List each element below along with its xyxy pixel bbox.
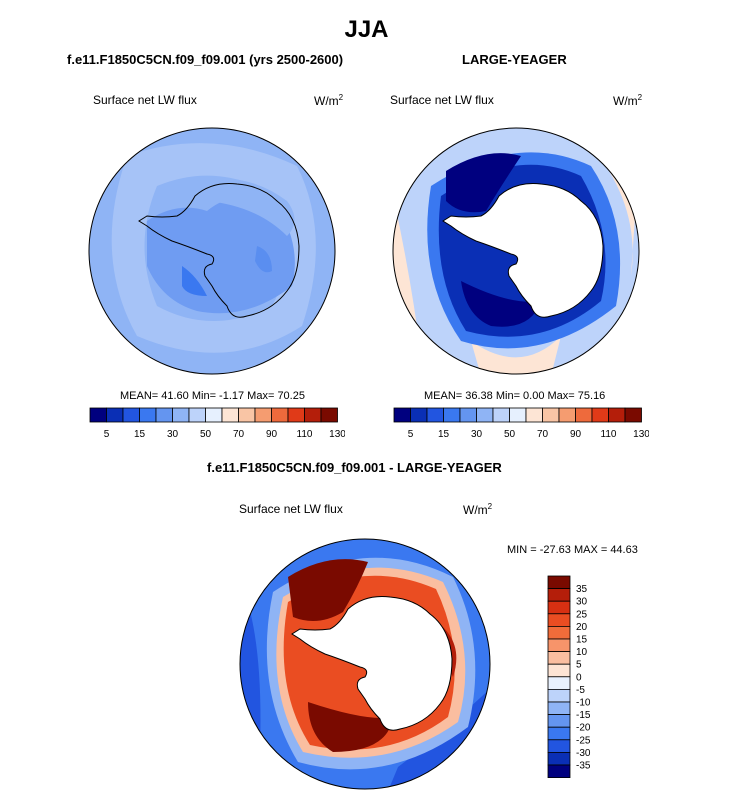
colorbar-box [287, 407, 305, 423]
left-stats: MEAN= 41.60 Min= -1.17 Max= 70.25 [120, 390, 305, 402]
colorbar-box [525, 407, 543, 423]
left-units-label: W/m2 [314, 93, 344, 108]
colorbar-tick-label: 5 [104, 429, 110, 440]
colorbar-tick-label: 50 [504, 429, 516, 440]
right-stats: MEAN= 36.38 Min= 0.00 Max= 75.16 [424, 390, 606, 402]
colorbar-box [410, 407, 428, 423]
left-variable-label: Surface net LW flux [93, 93, 197, 107]
colorbar-box [547, 714, 571, 728]
colorbar-tick-label: 110 [601, 429, 617, 440]
right-colorbar-boxes [393, 407, 642, 423]
colorbar-tick-label: 30 [576, 597, 588, 608]
left-colorbar-boxes [89, 407, 338, 423]
colorbar-box [509, 407, 527, 423]
colorbar-box [547, 701, 571, 716]
colorbar-box [542, 407, 560, 423]
colorbar-box [188, 407, 206, 423]
colorbar-tick-label: -10 [576, 698, 591, 709]
colorbar-box [547, 638, 571, 653]
colorbar-box [547, 764, 571, 779]
colorbar-tick-label: 10 [576, 647, 588, 658]
colorbar-box [547, 588, 571, 602]
colorbar-tick-label: 70 [233, 429, 245, 440]
colorbar-box [547, 663, 571, 678]
colorbar-tick-label: -15 [576, 710, 591, 721]
left-colorbar: 5 15 30 50 70 90 110 130 [89, 407, 345, 440]
colorbar-box [547, 575, 571, 590]
colorbar-tick-label: 90 [570, 429, 582, 440]
colorbar-box [393, 407, 411, 423]
colorbar-box [624, 407, 642, 423]
colorbar-tick-label: -5 [576, 685, 585, 696]
colorbar-box [547, 626, 571, 640]
left-polar-map [88, 127, 336, 375]
colorbar-box [89, 407, 107, 423]
colorbar-box [558, 407, 576, 423]
colorbar-box [547, 613, 571, 627]
colorbar-tick-label: 0 [576, 672, 582, 683]
colorbar-tick-label: 130 [633, 429, 649, 440]
colorbar-box [122, 407, 140, 423]
diff-case-title: f.e11.F1850C5CN.f09_f09.001 - LARGE-YEAG… [207, 460, 502, 475]
colorbar-tick-label: 30 [167, 429, 179, 440]
left-case-title: f.e11.F1850C5CN.f09_f09.001 (yrs 2500-26… [67, 52, 344, 67]
colorbar-box [106, 407, 124, 423]
colorbar-box [172, 407, 190, 423]
colorbar-box [221, 407, 239, 423]
colorbar-tick-label: 50 [200, 429, 212, 440]
colorbar-box [547, 689, 571, 703]
colorbar-tick-label: 20 [576, 622, 588, 633]
right-polar-map [392, 127, 640, 375]
colorbar-tick-label: 30 [471, 429, 483, 440]
colorbar-box [443, 407, 461, 423]
colorbar-box [304, 407, 322, 423]
colorbar-box [547, 726, 571, 741]
colorbar-tick-label: -20 [576, 723, 591, 734]
colorbar-box [238, 407, 256, 423]
colorbar-box [547, 600, 571, 615]
colorbar-box [492, 407, 510, 423]
diff-variable-label: Surface net LW flux [239, 502, 343, 516]
right-colorbar: 5 15 30 50 70 90 110 130 [393, 407, 649, 440]
colorbar-tick-label: 90 [266, 429, 278, 440]
colorbar-tick-label: -25 [576, 735, 591, 746]
colorbar-box [426, 407, 444, 423]
colorbar-tick-label: 5 [576, 660, 582, 671]
colorbar-tick-label: 110 [297, 429, 313, 440]
colorbar-box [476, 407, 494, 423]
colorbar-tick-label: 25 [576, 609, 588, 620]
diff-stats: MIN = -27.63 MAX = 44.63 [507, 544, 638, 556]
colorbar-tick-label: 5 [408, 429, 414, 440]
right-case-title: LARGE-YEAGER [462, 52, 567, 67]
right-variable-label: Surface net LW flux [390, 93, 494, 107]
colorbar-box [575, 407, 593, 423]
colorbar-box [547, 676, 571, 690]
colorbar-box [547, 739, 571, 753]
colorbar-box [547, 751, 571, 766]
colorbar-box [608, 407, 626, 423]
colorbar-box [459, 407, 477, 423]
colorbar-tick-label: 35 [576, 584, 588, 595]
colorbar-tick-label: 130 [329, 429, 345, 440]
colorbar-box [591, 407, 609, 423]
colorbar-box [205, 407, 223, 423]
colorbar-box [254, 407, 272, 423]
right-units-label: W/m2 [613, 93, 643, 108]
diff-units-label: W/m2 [463, 502, 493, 517]
diff-colorbar-boxes [547, 575, 571, 779]
colorbar-tick-label: 15 [576, 635, 588, 646]
colorbar-box [320, 407, 338, 423]
page-title: JJA [344, 16, 389, 43]
colorbar-box [155, 407, 173, 423]
colorbar-tick-label: 70 [537, 429, 549, 440]
colorbar-box [139, 407, 157, 423]
diff-polar-map [239, 538, 491, 790]
colorbar-tick-label: -35 [576, 761, 591, 772]
colorbar-tick-label: 15 [134, 429, 146, 440]
colorbar-box [547, 651, 571, 665]
colorbar-tick-label: 15 [438, 429, 450, 440]
colorbar-box [271, 407, 289, 423]
colorbar-tick-label: -30 [576, 748, 591, 759]
